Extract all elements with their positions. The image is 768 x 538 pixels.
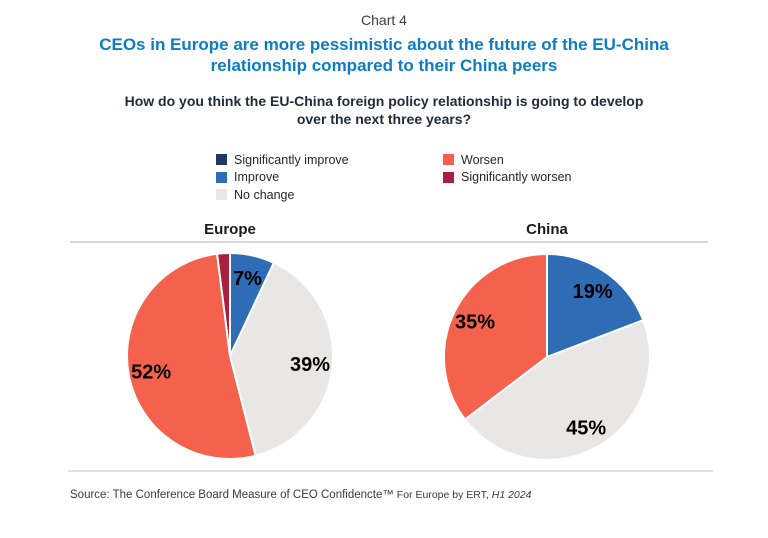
pie-slice-no-change xyxy=(229,261,334,457)
survey-question-line2: over the next three years? xyxy=(296,111,472,127)
pie-percent-label-worsen: 52% xyxy=(131,361,171,383)
legend-label: Improve xyxy=(234,170,280,185)
source-text-suffix: For Europe by ERT, xyxy=(393,489,489,501)
pie-slice-significantly-worsen xyxy=(216,251,231,357)
legend-label: No change xyxy=(234,187,295,202)
chart-title-line1: CEOs in Europe are more pessimistic abou… xyxy=(99,35,669,54)
chart-title-line2: relationship compared to their China pee… xyxy=(210,56,558,75)
source-period: H1 2024 xyxy=(488,489,532,501)
legend-swatch-improve xyxy=(216,171,227,183)
pie-title-europe: Europe xyxy=(204,221,256,238)
legend-swatch-no-change xyxy=(216,189,227,201)
legend-item-worsen: Worsen xyxy=(443,151,571,169)
legend-item-no-change: No change xyxy=(216,186,349,204)
legend-swatch-significantly-improve xyxy=(216,154,227,166)
legend-item-significantly-worsen: Significantly worsen xyxy=(443,169,571,187)
pie-percent-label-worsen: 35% xyxy=(455,312,495,334)
legend-column-left: Significantly improve Improve No change xyxy=(216,151,349,204)
pie-percent-label-no-change: 45% xyxy=(566,417,606,439)
pie-percent-label-improve: 19% xyxy=(573,281,613,303)
legend-swatch-significantly-worsen xyxy=(443,171,454,183)
legend-label: Significantly worsen xyxy=(461,170,572,185)
top-divider xyxy=(70,241,708,243)
pie-slice-no-change xyxy=(464,319,651,461)
legend-item-improve: Improve xyxy=(216,169,349,187)
pie-slice-improve xyxy=(546,253,645,358)
legend-column-right: Worsen Significantly worsen xyxy=(443,151,571,186)
pie-title-china: China xyxy=(526,221,568,238)
survey-question-line1: How do you think the EU-China foreign po… xyxy=(124,93,644,109)
legend-swatch-worsen xyxy=(443,154,454,166)
legend-label: Worsen xyxy=(461,152,504,167)
chart-title: CEOs in Europe are more pessimistic abou… xyxy=(44,34,724,76)
survey-question: How do you think the EU-China foreign po… xyxy=(34,92,734,128)
pie-percent-label-improve: 7% xyxy=(233,268,262,290)
pie-chart-china: 19% 45% 35% xyxy=(443,253,651,461)
pie-chart-europe: 7% 39% 52% xyxy=(126,251,334,460)
source-text: Source: The Conference Board Measure of … xyxy=(70,489,394,501)
source-note: Source: The Conference Board Measure of … xyxy=(70,489,730,501)
pie-percent-label-no-change: 39% xyxy=(290,354,330,376)
chart-number: Chart 4 xyxy=(361,12,407,28)
bottom-divider xyxy=(68,470,713,472)
pie-slice-worsen xyxy=(443,253,548,421)
legend-item-significantly-improve: Significantly improve xyxy=(216,151,349,169)
legend-label: Significantly improve xyxy=(234,152,349,167)
